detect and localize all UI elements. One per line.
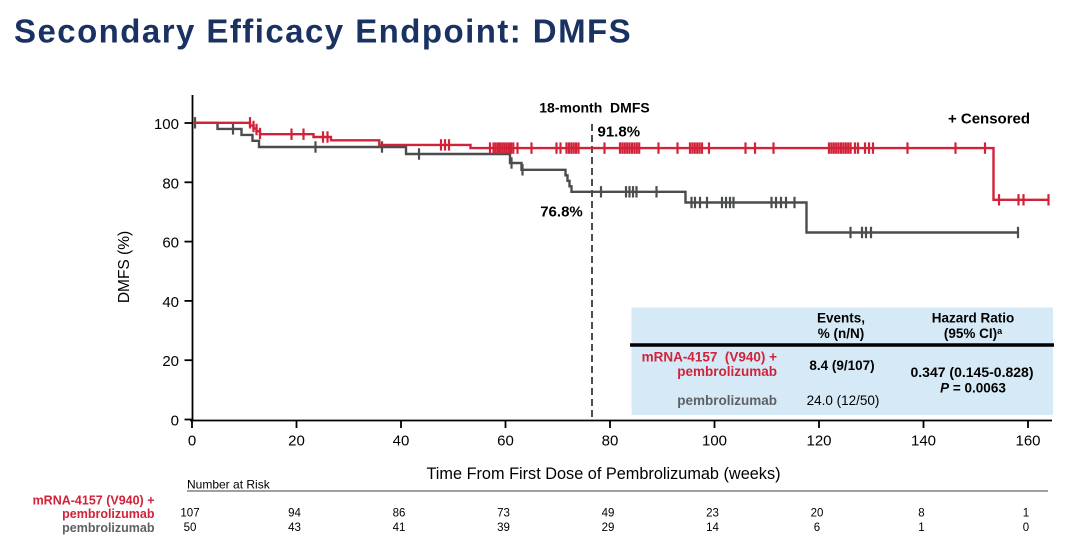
- svg-text:0: 0: [1023, 522, 1029, 534]
- svg-text:120: 120: [806, 433, 831, 450]
- svg-text:140: 140: [911, 433, 936, 450]
- svg-text:60: 60: [162, 235, 179, 252]
- svg-text:23: 23: [706, 508, 719, 520]
- svg-text:60: 60: [497, 433, 514, 450]
- svg-text:20: 20: [811, 508, 824, 520]
- svg-text:Hazard Ratio: Hazard Ratio: [932, 311, 1015, 326]
- svg-text:0.347 (0.145-0.828): 0.347 (0.145-0.828): [911, 364, 1034, 380]
- svg-text:94: 94: [288, 508, 301, 520]
- svg-text:41: 41: [393, 522, 406, 534]
- svg-text:20: 20: [288, 433, 305, 450]
- svg-text:mRNA-4157 (V940) +: mRNA-4157 (V940) +: [33, 494, 155, 508]
- svg-text:49: 49: [602, 508, 615, 520]
- svg-text:80: 80: [162, 175, 179, 192]
- svg-text:8: 8: [918, 508, 924, 520]
- svg-text:20: 20: [162, 353, 179, 370]
- svg-text:8.4 (9/107): 8.4 (9/107): [809, 358, 874, 373]
- svg-text:29: 29: [602, 522, 615, 534]
- svg-text:39: 39: [497, 522, 510, 534]
- svg-text:40: 40: [162, 294, 179, 311]
- svg-text:50: 50: [184, 522, 197, 534]
- svg-text:(95% CI)a: (95% CI)a: [944, 326, 1003, 341]
- svg-text:107: 107: [180, 508, 199, 520]
- svg-text:DMFS (%): DMFS (%): [116, 231, 133, 303]
- svg-text:43: 43: [288, 522, 301, 534]
- svg-text:73: 73: [497, 508, 510, 520]
- svg-text:160: 160: [1015, 433, 1040, 450]
- svg-text:pembrolizumab: pembrolizumab: [62, 507, 155, 521]
- svg-text:0: 0: [188, 433, 196, 450]
- svg-text:0: 0: [171, 413, 179, 430]
- svg-text:14: 14: [706, 522, 719, 534]
- svg-text:24.0 (12/50): 24.0 (12/50): [807, 393, 880, 408]
- svg-text:Number at Risk: Number at Risk: [187, 478, 271, 492]
- svg-text:Events,: Events,: [817, 311, 865, 326]
- svg-text:mRNA-4157 (V940) +: mRNA-4157 (V940) +: [642, 350, 778, 365]
- svg-text:% (n/N): % (n/N): [818, 326, 865, 341]
- svg-text:100: 100: [154, 116, 179, 133]
- svg-text:80: 80: [602, 433, 619, 450]
- svg-text:P = 0.0063: P = 0.0063: [940, 381, 1006, 396]
- svg-text:76.8%: 76.8%: [540, 204, 583, 221]
- svg-text:1: 1: [918, 522, 924, 534]
- svg-text:91.8%: 91.8%: [598, 124, 641, 141]
- svg-text:1: 1: [1023, 508, 1029, 520]
- svg-text:Time From First Dose of Pembro: Time From First Dose of Pembrolizumab (w…: [426, 465, 780, 483]
- svg-text:pembrolizumab: pembrolizumab: [677, 393, 777, 408]
- svg-text:86: 86: [393, 508, 406, 520]
- svg-text:100: 100: [702, 433, 727, 450]
- svg-text:6: 6: [814, 522, 820, 534]
- svg-text:+ Censored: + Censored: [948, 111, 1030, 128]
- svg-text:Secondary Efficacy Endpoint: D: Secondary Efficacy Endpoint: DMFS: [14, 13, 632, 50]
- svg-text:18-month DMFS: 18-month DMFS: [539, 100, 649, 116]
- svg-text:pembrolizumab: pembrolizumab: [677, 364, 777, 379]
- svg-text:pembrolizumab: pembrolizumab: [62, 521, 155, 535]
- svg-text:40: 40: [393, 433, 410, 450]
